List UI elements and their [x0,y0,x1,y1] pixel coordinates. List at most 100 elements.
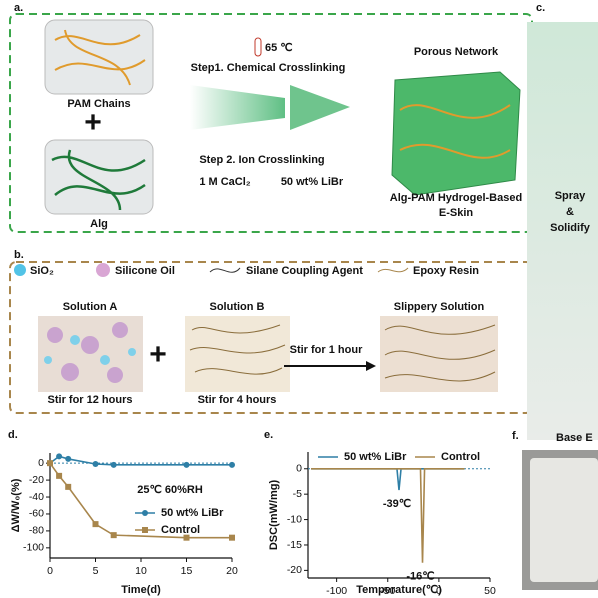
legend-text: Control [161,524,200,536]
legend-marker [142,527,148,533]
marker [183,534,190,541]
marker [183,461,190,468]
x-tick-label: -50 [380,585,395,597]
oil-drops [47,322,128,383]
series-line [311,467,465,491]
solution-label: Solution B [210,301,265,313]
hydrogel-cube [391,71,521,196]
alg-label: Alg [90,218,108,230]
y-tick-label: 0 [296,463,302,475]
solution-b-image [185,316,290,392]
product-label: Alg-PAM Hydrogel-Based [390,192,522,204]
y-tick-label: 0 [38,457,44,469]
solution-label: Slippery Solution [394,301,485,313]
annotation: 25℃ 60%RH [137,484,203,496]
reagent: 50 wt% LiBr [281,176,344,188]
silane-icon [209,267,241,273]
plus: + [84,106,102,139]
marker [110,532,117,539]
x-tick-label: 10 [135,565,147,577]
marker [92,461,99,468]
wedge-arrow [190,85,285,130]
y-tick-label: -10 [287,513,302,525]
legend-text: Control [441,451,480,463]
x-tick-label: 5 [93,565,99,577]
oil-icon [96,263,110,277]
epoxy-icon [377,267,409,273]
y-axis-label: DSC(mW/mg) [268,480,280,551]
panel-label: a. [14,2,23,14]
marker [56,453,63,460]
y-tick-label: -20 [29,474,44,486]
slippery-chains [384,324,496,382]
marker [56,472,63,479]
legend-text: SiO₂ [30,265,54,277]
x-tick-label: 20 [226,565,238,577]
y-tick-label: -5 [293,488,302,500]
sio2-icon [14,264,26,276]
y-tick-label: -60 [29,508,44,520]
panel-label: f. [512,430,519,442]
spray-arrow [527,22,598,440]
x-tick-label: 0 [47,565,53,577]
panel-a-frame [9,13,533,233]
legend-text: 50 wt% LiBr [161,507,224,519]
marker [47,460,53,467]
slippery-image [380,316,498,392]
product-label: E-Skin [439,207,474,219]
marker [65,483,72,490]
reagent: 1 M CaCl₂ [199,176,250,188]
pam-label: PAM Chains [67,98,130,110]
marker [92,521,99,528]
series-line [49,462,232,539]
temperature: 65 ℃ [265,42,293,54]
panel-label: d. [8,429,18,441]
x-axis-label: Time(d) [121,584,161,596]
marker [229,461,235,468]
spray-text: Spray [555,190,586,202]
thermometer [254,37,262,57]
step1: Step1. Chemical Crosslinking [191,62,346,74]
photo-sample [530,458,598,582]
epoxy-chains [189,324,286,375]
legend-text: Silicone Oil [115,265,175,277]
stir-label: Stir for 12 hours [48,394,133,406]
legend-text: Epoxy Resin [413,265,479,277]
annotation: -39℃ [383,498,411,510]
x-tick-label: 0 [436,585,442,597]
marker [65,455,72,462]
pam-chains [54,29,146,86]
stir-label: Stir for 1 hour [290,344,363,356]
sio2-drops [44,335,136,365]
spray-text: Solidify [550,222,591,234]
network-chains [399,104,511,159]
legend-marker [142,510,148,516]
y-axis-label: ΔW/W₀(%) [10,478,22,532]
panel-label: c. [536,2,545,14]
stir-label: Stir for 4 hours [198,394,277,406]
series-line [311,467,465,563]
x-tick-label: -100 [326,585,347,597]
x-tick-label: 50 [484,585,496,597]
marker [110,461,117,468]
panel-label: b. [14,249,24,261]
y-tick-label: -40 [29,491,44,503]
alg-image [44,139,154,215]
photo-title: Base E [556,432,593,444]
series-line [49,455,232,466]
x-axis-label: Temperature(℃) [356,584,442,596]
legend-text: Silane Coupling Agent [246,265,363,277]
panel-label: e. [264,429,273,441]
legend-text: 50 wt% LiBr [344,451,407,463]
wedge-arrow-head [290,85,350,130]
y-tick-label: -20 [287,564,302,576]
plus: + [149,338,167,371]
step2: Step 2. Ion Crosslinking [199,154,324,166]
y-tick-label: -100 [23,542,44,554]
x-tick-label: 15 [181,565,193,577]
y-tick-label: -80 [29,525,44,537]
y-tick-label: -15 [287,539,302,551]
marker [229,534,235,541]
